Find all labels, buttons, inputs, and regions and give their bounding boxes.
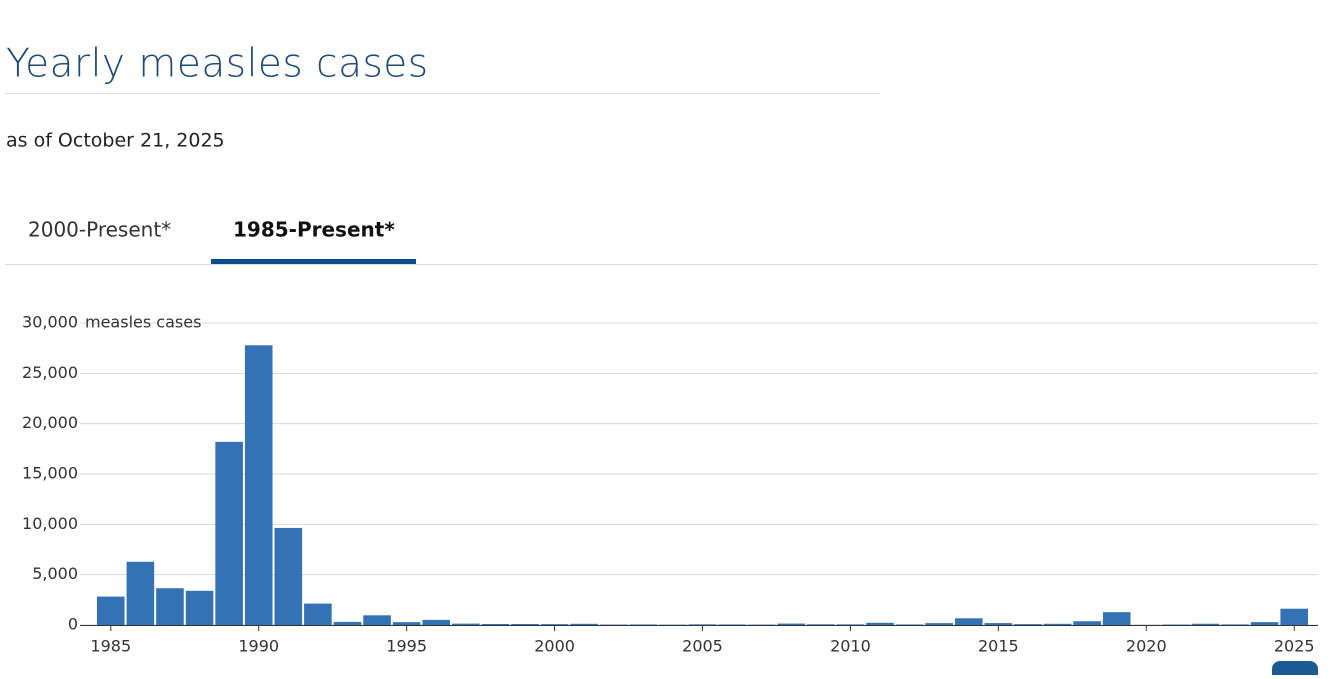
- bar: [541, 624, 569, 625]
- y-tick-label: 0: [68, 615, 78, 634]
- bar: [482, 624, 510, 625]
- bar: [570, 624, 598, 625]
- bar: [186, 591, 214, 625]
- bar: [955, 618, 983, 625]
- bar: [422, 620, 450, 625]
- bar: [1192, 624, 1220, 625]
- bar: [1073, 621, 1101, 625]
- tab[interactable]: 1985-Present*: [233, 218, 395, 242]
- bar: [363, 615, 391, 625]
- bar: [866, 623, 894, 625]
- bar: [985, 623, 1013, 625]
- bar: [511, 624, 539, 625]
- bar: [896, 624, 924, 625]
- x-tick-label: 2000: [534, 637, 575, 656]
- bar: [777, 624, 805, 625]
- bar: [689, 624, 717, 625]
- bar: [1280, 609, 1308, 625]
- x-tick-label: 1995: [386, 637, 427, 656]
- bar: [304, 604, 332, 625]
- bar: [393, 622, 421, 625]
- bar: [275, 528, 303, 625]
- page-title: Yearly measles cases: [6, 42, 429, 87]
- x-tick-label: 2010: [830, 637, 871, 656]
- y-tick-label: 15,000: [22, 464, 78, 483]
- x-tick-label: 1985: [90, 637, 131, 656]
- x-tick-label: 2025: [1274, 637, 1315, 656]
- bar: [1103, 612, 1131, 625]
- x-tick-label: 2020: [1126, 637, 1167, 656]
- bar: [1014, 624, 1042, 625]
- scroll-button[interactable]: [1272, 661, 1318, 675]
- bar: [630, 624, 658, 625]
- bar: [807, 624, 835, 625]
- bar: [452, 624, 480, 625]
- y-tick-label: 5,000: [32, 564, 78, 583]
- bar: [718, 624, 746, 625]
- tab-underline: [211, 259, 416, 264]
- bar: [837, 624, 865, 625]
- bar: [215, 442, 243, 625]
- bar: [156, 588, 184, 625]
- y-axis-label: measles cases: [85, 313, 201, 332]
- x-tick-label: 2005: [682, 637, 723, 656]
- bar: [245, 345, 273, 625]
- y-tick-label: 20,000: [22, 413, 78, 432]
- x-tick-label: 1990: [238, 637, 279, 656]
- y-tick-label: 10,000: [22, 514, 78, 533]
- x-tick-label: 2015: [978, 637, 1019, 656]
- tab[interactable]: 2000-Present*: [28, 218, 171, 242]
- bar: [1044, 624, 1072, 625]
- y-tick-label: 25,000: [22, 363, 78, 382]
- bar: [334, 622, 362, 625]
- bar: [1251, 622, 1279, 625]
- bar: [1221, 624, 1249, 625]
- bar: [925, 623, 953, 625]
- bar: [127, 562, 155, 625]
- subtitle: as of October 21, 2025: [6, 130, 225, 152]
- bar: [97, 597, 125, 625]
- y-tick-label: 30,000: [22, 313, 78, 332]
